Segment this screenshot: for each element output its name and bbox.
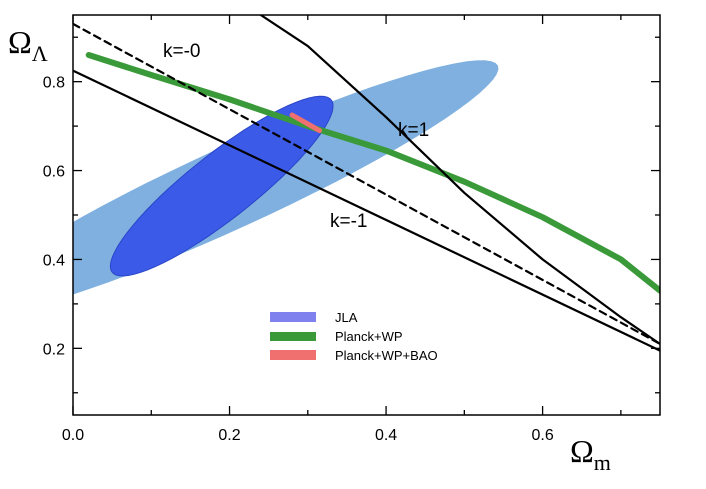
legend-label-planck-wp-bao: Planck+WP+BAO — [335, 348, 438, 363]
series-k-1 — [259, 15, 660, 345]
legend-swatch-planck-wp — [270, 332, 316, 341]
curve-label-k0: k=-0 — [163, 41, 201, 62]
legend-swatch-jla — [270, 312, 316, 322]
contour-layer — [73, 60, 499, 295]
series-k-1 — [73, 69, 660, 352]
y-tick-label: 0.4 — [43, 252, 65, 269]
contour-inner — [109, 95, 334, 277]
y-tick-label: 0.8 — [43, 75, 65, 92]
y-tick-label: 0.2 — [43, 341, 65, 358]
legend-label-jla: JLA — [335, 310, 358, 325]
curve-label-kminus1: k=-1 — [330, 211, 368, 232]
legend-label-planck-wp: Planck+WP — [335, 329, 403, 344]
x-axis-title: Ωm — [570, 433, 611, 475]
y-axis-title: ΩΛ — [8, 24, 48, 66]
series-layer — [73, 15, 660, 352]
y-tick-label: 0.6 — [43, 164, 65, 181]
series-planck-wp — [85, 52, 660, 294]
x-tick-label: 0.0 — [62, 427, 84, 444]
x-tick-label: 0.4 — [375, 427, 397, 444]
legend: JLA Planck+WP Planck+WP+BAO — [270, 310, 438, 363]
x-tick-label: 0.6 — [531, 427, 553, 444]
x-tick-label: 0.2 — [218, 427, 240, 444]
legend-swatch-planck-wp-bao — [270, 350, 316, 360]
curve-label-k1: k=1 — [398, 120, 429, 141]
series-planck-wp-bao — [289, 112, 322, 134]
series-k-0 — [73, 22, 660, 345]
tick-layer: 0.0 0.2 0.4 0.6 0.2 0.4 0.6 0.8 — [43, 15, 660, 444]
